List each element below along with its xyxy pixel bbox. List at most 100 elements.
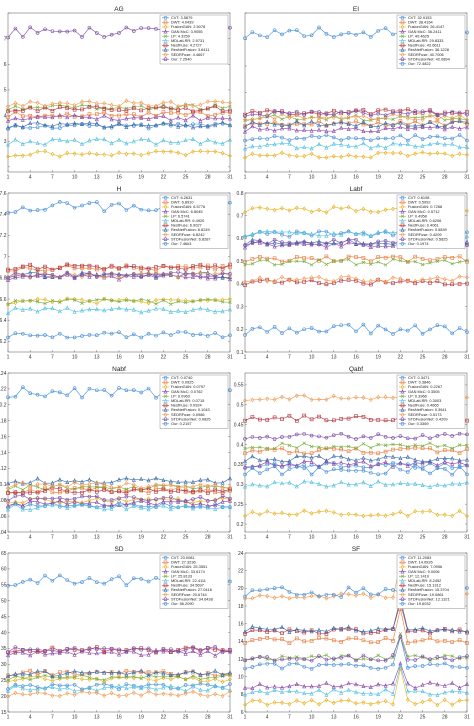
legend-entry: FusionGAN: 6.5776: [171, 204, 205, 209]
series-mdlatlrr: [243, 663, 469, 697]
data-point: [442, 136, 447, 141]
legend-marker: [400, 601, 405, 606]
data-point: [50, 502, 55, 508]
legend-marker: [400, 394, 405, 398]
data-point: [213, 276, 218, 281]
data-point: [228, 484, 232, 490]
data-point: [302, 153, 307, 159]
legend-marker: [163, 196, 168, 200]
legend-entry: ResNetFusion: 0.1043: [171, 407, 210, 412]
data-point: [13, 100, 18, 106]
data-point: [435, 692, 440, 697]
data-point: [109, 152, 114, 158]
data-point: [420, 257, 425, 261]
data-point: [13, 494, 18, 498]
data-point: [317, 627, 321, 632]
data-point: [161, 496, 166, 500]
data-point: [361, 465, 366, 470]
data-point: [309, 275, 314, 280]
data-point: [191, 113, 195, 118]
legend-entry: CVT: 0.0740: [171, 375, 193, 380]
y-tick-label: 30: [1, 662, 7, 668]
data-point: [428, 657, 432, 661]
data-point: [376, 241, 381, 246]
data-point: [302, 276, 307, 282]
data-point: [131, 503, 136, 508]
data-point: [376, 512, 381, 518]
data-point: [257, 255, 262, 259]
data-point: [346, 416, 351, 421]
data-point: [109, 116, 114, 122]
data-point: [376, 432, 381, 436]
data-point: [146, 477, 151, 483]
data-point: [324, 508, 329, 514]
data-point: [435, 323, 440, 327]
data-point: [346, 121, 351, 126]
data-point: [95, 485, 99, 489]
data-point: [102, 482, 107, 487]
data-point: [398, 276, 403, 281]
legend-marker: [163, 583, 168, 588]
data-point: [220, 274, 225, 279]
data-point: [43, 497, 47, 502]
series-mdlatlrr: [6, 305, 232, 315]
data-point: [102, 670, 107, 675]
data-point: [383, 449, 388, 454]
legend-entry: MDLatLRR: 6.4920: [171, 218, 205, 223]
data-point: [376, 323, 381, 328]
data-point: [272, 658, 277, 663]
data-point: [50, 645, 55, 650]
data-point: [109, 102, 114, 108]
data-point: [435, 681, 440, 687]
data-point: [280, 585, 284, 590]
data-point: [309, 128, 314, 133]
data-point: [50, 114, 55, 120]
data-point: [50, 273, 55, 279]
data-point: [405, 116, 410, 121]
y-tick-label: 4: [4, 113, 7, 119]
data-point: [13, 482, 18, 487]
data-point: [95, 580, 99, 584]
data-point: [87, 685, 92, 690]
data-point: [139, 122, 144, 128]
data-point: [13, 671, 18, 676]
data-point: [257, 681, 262, 686]
data-point: [124, 108, 129, 113]
data-point: [183, 645, 188, 650]
series-line: [244, 463, 468, 476]
data-point: [87, 675, 92, 680]
data-point: [43, 301, 47, 306]
data-point: [13, 298, 18, 303]
data-point: [413, 123, 418, 128]
data-point: [80, 676, 84, 682]
data-point: [280, 135, 284, 140]
data-point: [257, 115, 262, 121]
data-point: [287, 462, 292, 467]
data-point: [28, 208, 33, 213]
data-point: [65, 685, 70, 690]
data-point: [50, 684, 55, 690]
legend-entry: GAN McC: 36.2411: [408, 29, 441, 34]
data-point: [161, 306, 166, 311]
data-point: [324, 124, 329, 128]
data-point: [13, 267, 18, 271]
data-point: [376, 150, 381, 156]
legend-marker: [163, 417, 168, 422]
data-point: [398, 255, 403, 259]
data-point: [257, 153, 262, 158]
data-point: [420, 509, 425, 515]
series-stdfusionnet: [243, 635, 469, 663]
data-point: [428, 327, 432, 332]
data-point: [94, 136, 99, 141]
data-point: [309, 242, 314, 246]
data-point: [13, 123, 18, 128]
series-fusiongan: [243, 150, 469, 161]
data-point: [457, 116, 462, 121]
data-point: [228, 504, 232, 510]
data-point: [302, 657, 307, 662]
data-point: [317, 233, 321, 238]
series-line: [244, 455, 468, 462]
data-point: [131, 151, 136, 156]
data-point: [339, 627, 344, 632]
data-point: [243, 632, 247, 636]
